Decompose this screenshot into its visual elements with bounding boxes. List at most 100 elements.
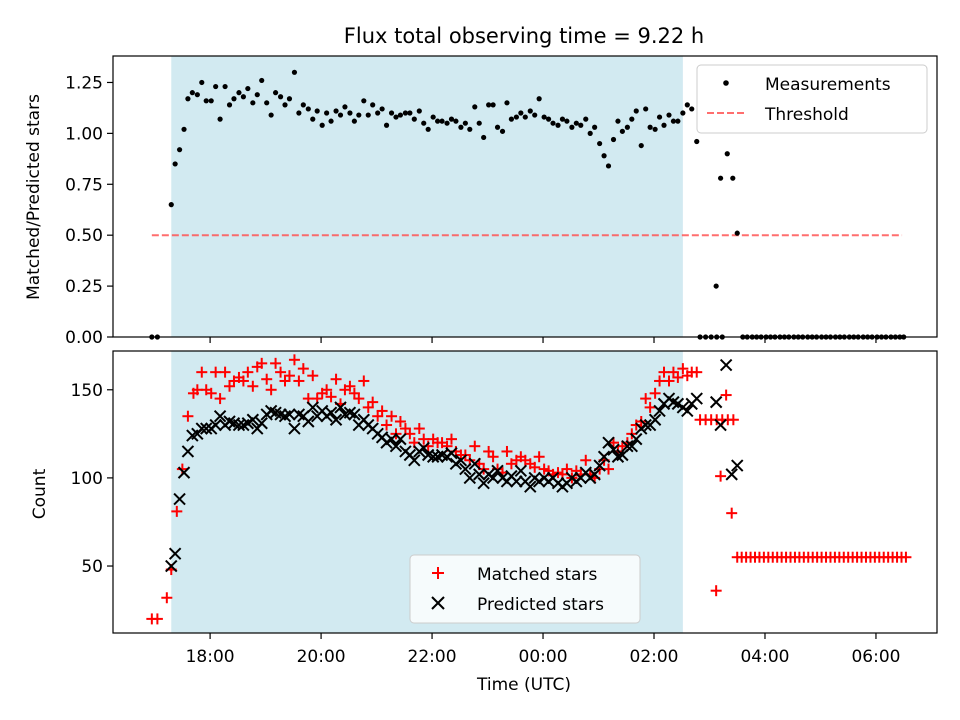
matched-star-point bbox=[726, 507, 738, 519]
measurement-point bbox=[564, 118, 570, 124]
measurement-point bbox=[467, 126, 473, 132]
measurement-point bbox=[666, 112, 672, 118]
predicted-star-point bbox=[389, 439, 403, 453]
matched-star-point bbox=[176, 463, 188, 475]
predicted-star-point bbox=[514, 464, 528, 478]
matched-star-point bbox=[691, 366, 703, 378]
predicted-star-point bbox=[690, 392, 703, 405]
measurement-point bbox=[684, 102, 690, 108]
predicted-star-point bbox=[454, 454, 468, 467]
matched-star-point bbox=[270, 357, 282, 369]
measurement-point bbox=[296, 110, 302, 116]
measurement-point bbox=[734, 230, 740, 236]
matched-star-point bbox=[151, 613, 163, 625]
legend-matched-label: Matched stars bbox=[477, 565, 597, 585]
measurement-point bbox=[675, 118, 681, 124]
top-legend: Measurements Threshold bbox=[696, 64, 928, 134]
measurement-point bbox=[573, 120, 579, 126]
measurement-point bbox=[282, 102, 288, 108]
measurement-point bbox=[490, 102, 496, 108]
measurement-point bbox=[638, 142, 644, 149]
measurement-point bbox=[310, 116, 316, 122]
predicted-star-point bbox=[630, 432, 643, 446]
predicted-star-point bbox=[348, 408, 361, 421]
predicted-star-point bbox=[607, 443, 620, 456]
measurement-point bbox=[361, 98, 367, 104]
x-tick-label: 18:00 bbox=[186, 647, 235, 667]
measurement-point bbox=[333, 108, 339, 114]
matched-star-point bbox=[265, 384, 277, 396]
matched-star-point bbox=[288, 354, 300, 366]
measurement-point bbox=[444, 120, 450, 126]
measurement-point bbox=[504, 100, 510, 106]
measurement-point bbox=[328, 118, 334, 124]
matched-star-point bbox=[293, 375, 305, 387]
predicted-star-point bbox=[283, 408, 296, 421]
measurement-point bbox=[670, 118, 677, 124]
predicted-star-point bbox=[246, 413, 260, 426]
matched-star-point bbox=[580, 454, 592, 466]
measurement-point bbox=[407, 110, 413, 116]
measurement-point bbox=[647, 124, 653, 130]
measurement-point bbox=[397, 112, 404, 118]
predicted-star-point bbox=[486, 471, 500, 485]
measurement-point bbox=[508, 116, 515, 122]
measurement-point bbox=[730, 175, 736, 181]
y-tick-label: 150 bbox=[71, 381, 103, 401]
predicted-star-point bbox=[329, 413, 343, 426]
measurement-point bbox=[365, 112, 371, 118]
matched-star-point bbox=[533, 451, 545, 463]
measurement-point bbox=[601, 153, 607, 159]
measurement-point bbox=[532, 112, 538, 118]
predicted-star-point bbox=[200, 422, 213, 435]
predicted-star-point bbox=[731, 459, 744, 472]
measurement-point bbox=[569, 124, 575, 130]
matched-star-point bbox=[603, 463, 615, 475]
measurement-point bbox=[615, 118, 621, 124]
measurement-point bbox=[226, 102, 233, 108]
predicted-star-point bbox=[255, 417, 268, 430]
measurement-point bbox=[347, 110, 353, 116]
predicted-star-point bbox=[477, 476, 490, 490]
measurement-point bbox=[536, 96, 542, 102]
measurement-point bbox=[383, 122, 390, 128]
top-observing-span bbox=[171, 56, 683, 337]
predicted-star-point bbox=[719, 358, 733, 372]
top-y-axis-ticks: 0.00 0.25 0.50 0.75 1.00 1.25 bbox=[65, 73, 113, 348]
legend-predicted-label: Predicted stars bbox=[477, 595, 604, 615]
predicted-star-point bbox=[639, 418, 652, 432]
bottom-legend-box bbox=[409, 554, 641, 624]
matched-star-point bbox=[182, 410, 194, 422]
predicted-star-point bbox=[173, 492, 186, 506]
measurement-point bbox=[370, 102, 376, 108]
measurement-point bbox=[264, 100, 270, 106]
measurement-point bbox=[250, 100, 256, 106]
predicted-star-point bbox=[510, 475, 523, 488]
measurement-point bbox=[259, 77, 265, 84]
x-tick-label: 02:00 bbox=[630, 647, 679, 667]
measurement-point bbox=[181, 126, 187, 132]
predicted-star-point bbox=[524, 480, 537, 493]
measurement-point bbox=[689, 106, 695, 112]
matched-star-point bbox=[445, 433, 457, 445]
measurement-point bbox=[342, 104, 348, 110]
matched-star-point bbox=[256, 357, 268, 369]
measurement-point bbox=[435, 118, 441, 124]
legend-predicted-marker bbox=[431, 596, 445, 610]
measurement-point bbox=[610, 136, 617, 143]
bottom-legend: Matched stars Predicted stars bbox=[409, 554, 641, 624]
matched-star-point bbox=[413, 423, 425, 435]
matched-star-point bbox=[297, 363, 309, 375]
measurement-point bbox=[481, 134, 487, 141]
matched-star-point bbox=[644, 401, 656, 413]
matched-star-point bbox=[237, 375, 249, 387]
matched-star-point bbox=[376, 405, 388, 417]
measurement-point bbox=[605, 163, 612, 169]
measurement-point bbox=[522, 114, 528, 120]
matched-star-point bbox=[658, 366, 670, 378]
matched-star-point bbox=[649, 387, 661, 399]
predicted-star-point bbox=[588, 468, 601, 481]
matched-star-point bbox=[386, 410, 398, 422]
measurement-point bbox=[213, 83, 219, 90]
matched-star-point bbox=[219, 366, 231, 378]
